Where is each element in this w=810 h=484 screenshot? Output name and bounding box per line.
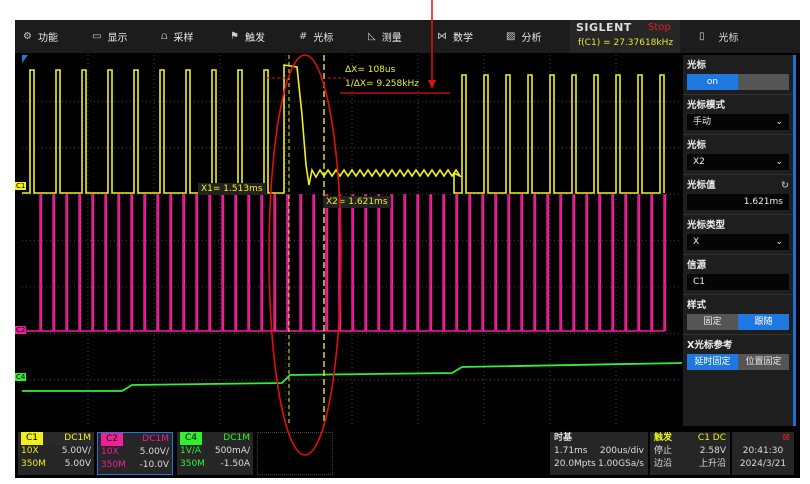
source-label: 信源	[687, 260, 707, 271]
channel-c4-info[interactable]: C4 DC1M 1V/A 500mA/ 350M -1.50A	[177, 432, 253, 475]
channel-c2-info[interactable]: C2 DC1M 10X 5.00V/ 350M -10.0V	[97, 432, 173, 475]
menu-measure[interactable]: ◺ 测量	[368, 31, 402, 44]
c1-marker: C1	[15, 182, 27, 190]
run-status[interactable]: Stop	[648, 22, 671, 33]
c2-waveform	[22, 194, 667, 332]
waveform-area[interactable]: ΔX= 108us 1/ΔX= 9.258kHz X1= 1.513ms X2=…	[15, 55, 683, 440]
source-select[interactable]: C1	[687, 274, 789, 290]
ref-position-fixed[interactable]: 位置固定	[738, 354, 789, 370]
inverse-delta-x-readout: 1/ΔX= 9.258kHz	[345, 79, 419, 89]
value-label: 光标值 ↻	[687, 178, 789, 194]
c1-waveform	[22, 64, 665, 194]
brand-status: SIGLENT Stop f(C1) = 27.37618kHz	[570, 20, 680, 53]
style-label: 样式	[687, 300, 707, 311]
display-icon: ▭	[92, 31, 102, 42]
channel-c1-info[interactable]: C1 DC1M 10X 5.00V/ 350M 5.00V	[18, 432, 94, 475]
menu-trigger[interactable]: ⚑ 触发	[230, 31, 265, 44]
x1-readout: X1= 1.513ms	[198, 183, 266, 195]
flag-icon: ⚑	[230, 31, 239, 42]
network-disconnected-icon: ⊠	[782, 433, 790, 443]
cursor-off[interactable]	[738, 74, 789, 90]
cursor-panel: 光标 on 光标模式 手动 ⌄ 光标 X2 ⌄ 光标值 ↻ 1.621ms 光标类型 …	[683, 55, 796, 426]
math-icon: ⋈	[437, 31, 447, 42]
menu-bar: ⚙ 功能 ▭ 显示 ⩍ 采样 ⚑ 触发 # 光标 ◺ 测量 ⋈ 数学 ▨ 分析 SIGLENT …	[15, 20, 800, 53]
panel-title: ▯ 光标	[683, 20, 800, 53]
type-select[interactable]: X ⌄	[687, 234, 789, 250]
chevron-down-icon: ⌄	[775, 237, 783, 247]
type-label: 光标类型	[687, 220, 726, 231]
trigger-info[interactable]: 触发 C1 DC 停止 2.58V 边沿 上升沿	[650, 432, 730, 475]
delta-x-readout: ΔX= 108us	[345, 65, 396, 75]
analysis-icon: ▨	[506, 31, 516, 42]
status-bar: C1 DC1M 10X 5.00V/ 350M 5.00V C2 DC1M 10X 5.0…	[15, 428, 800, 478]
frequency-counter: f(C1) = 27.37618kHz	[578, 38, 674, 48]
siglent-logo: SIGLENT	[576, 21, 632, 34]
cursor-on[interactable]: on	[687, 74, 738, 90]
cursor-select-label: 光标	[687, 140, 707, 151]
ref-delay-fixed[interactable]: 延时固定	[687, 354, 738, 370]
menu-function[interactable]: ⚙ 功能	[23, 31, 58, 44]
menu-cursor[interactable]: # 光标	[299, 31, 334, 44]
document-icon: ▯	[699, 31, 705, 42]
clock-info: ⊠ 20:41:30 2024/3/21	[732, 432, 794, 475]
menu-acquire[interactable]: ⩍ 采样	[161, 31, 194, 44]
cursor-toggle[interactable]: on	[687, 74, 789, 90]
chevron-down-icon: ⌄	[775, 157, 783, 167]
measure-icon: ◺	[368, 31, 376, 42]
style-follow[interactable]: 跟随	[738, 314, 789, 330]
cursor-label: 光标	[687, 60, 707, 71]
trigger-position-marker	[22, 55, 28, 63]
reset-icon[interactable]: ↻	[781, 180, 789, 191]
chevron-down-icon: ⌄	[775, 117, 783, 127]
c4-marker: C4	[15, 373, 27, 381]
waveform-svg	[22, 55, 683, 426]
style-fixed[interactable]: 固定	[687, 314, 738, 330]
cursor-icon: #	[299, 31, 308, 42]
gear-icon: ⚙	[23, 31, 32, 42]
ref-label: X光标参考	[687, 340, 733, 351]
menu-math[interactable]: ⋈ 数学	[437, 31, 473, 44]
cursor-value-input[interactable]: 1.621ms	[687, 194, 789, 210]
menu-analysis[interactable]: ▨ 分析	[506, 31, 542, 44]
mode-label: 光标模式	[687, 100, 726, 111]
x2-readout: X2= 1.621ms	[323, 196, 391, 208]
acquire-icon: ⩍	[161, 31, 168, 42]
oscilloscope-screen: ⚙ 功能 ▭ 显示 ⩍ 采样 ⚑ 触发 # 光标 ◺ 测量 ⋈ 数学 ▨ 分析 SIGLENT …	[15, 20, 800, 478]
c2-marker: C2	[15, 326, 27, 334]
ref-toggle[interactable]: 延时固定 位置固定	[687, 354, 789, 370]
cursor-select[interactable]: X2 ⌄	[687, 154, 789, 170]
style-toggle[interactable]: 固定 跟随	[687, 314, 789, 330]
menu-display[interactable]: ▭ 显示	[92, 31, 128, 44]
add-channel-slot[interactable]	[257, 432, 333, 475]
timebase-info[interactable]: 时基 1.71ms 200us/div 20.0Mpts 1.00GSa/s	[550, 432, 648, 475]
mode-select[interactable]: 手动 ⌄	[687, 114, 789, 130]
